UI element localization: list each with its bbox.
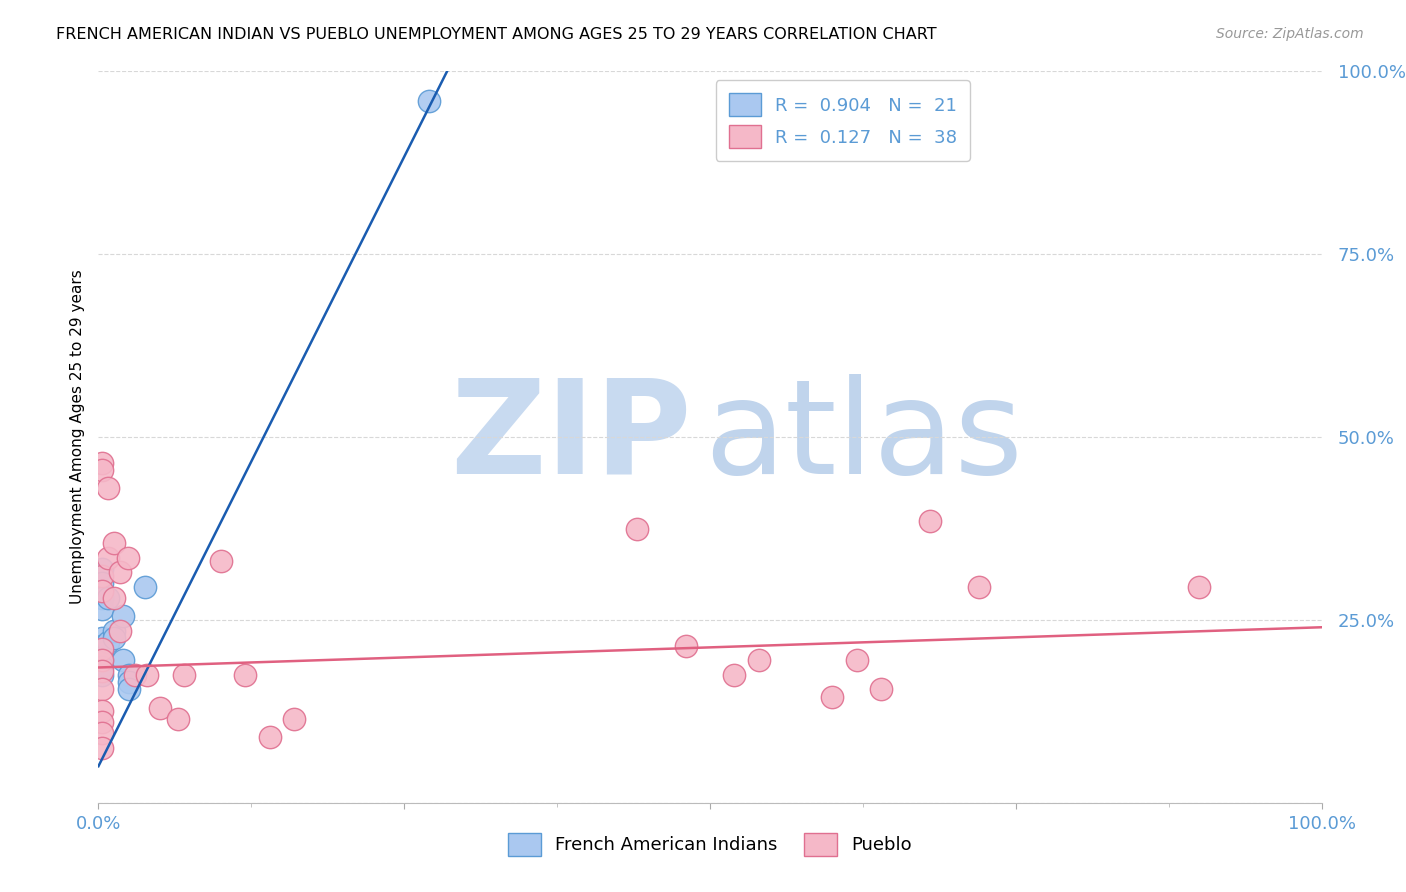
Point [91,591,114,605]
Point [134,580,156,594]
Point [748,653,770,667]
Text: ZIP: ZIP [450,374,692,500]
Point [103,536,125,550]
Point [675,639,697,653]
Point [111,653,134,667]
Point [91,456,114,470]
Legend: French American Indians, Pueblo: French American Indians, Pueblo [501,826,920,863]
Point [920,514,942,528]
Point [103,624,125,638]
Point [124,667,146,681]
Point [118,675,141,690]
Point [91,726,114,740]
Point [91,667,114,681]
Point [91,660,114,674]
Point [626,521,648,535]
Point [91,632,114,646]
Point [91,463,114,477]
Point [91,682,114,697]
Point [91,653,114,667]
Point [283,712,305,726]
Point [418,94,440,108]
Point [97,635,120,649]
Point [91,569,114,583]
Point [91,664,114,678]
Point [97,550,120,565]
Point [110,624,132,638]
Point [91,646,114,660]
Point [136,667,159,681]
Point [110,566,132,580]
Point [97,481,120,495]
Point [91,653,114,667]
Point [870,682,893,697]
Point [821,690,844,704]
Point [1188,580,1211,594]
Text: atlas: atlas [704,374,1024,500]
Point [117,550,139,565]
Y-axis label: Unemployment Among Ages 25 to 29 years: Unemployment Among Ages 25 to 29 years [69,269,84,605]
Point [118,667,141,681]
Point [118,682,141,697]
Point [91,705,114,719]
Point [91,740,114,755]
Point [97,591,120,605]
Text: FRENCH AMERICAN INDIAN VS PUEBLO UNEMPLOYMENT AMONG AGES 25 TO 29 YEARS CORRELAT: FRENCH AMERICAN INDIAN VS PUEBLO UNEMPLO… [56,27,936,42]
Point [91,602,114,616]
Point [259,730,281,744]
Point [111,609,134,624]
Point [845,653,868,667]
Point [91,576,114,591]
Point [967,580,990,594]
Point [103,632,125,646]
Point [233,667,256,681]
Point [103,591,125,605]
Point [91,642,114,657]
Text: Source: ZipAtlas.com: Source: ZipAtlas.com [1216,27,1364,41]
Point [149,700,172,714]
Point [173,667,195,681]
Point [91,583,114,598]
Point [723,667,745,681]
Point [209,554,232,568]
Point [91,562,114,576]
Point [91,639,114,653]
Point [167,712,190,726]
Point [91,715,114,730]
